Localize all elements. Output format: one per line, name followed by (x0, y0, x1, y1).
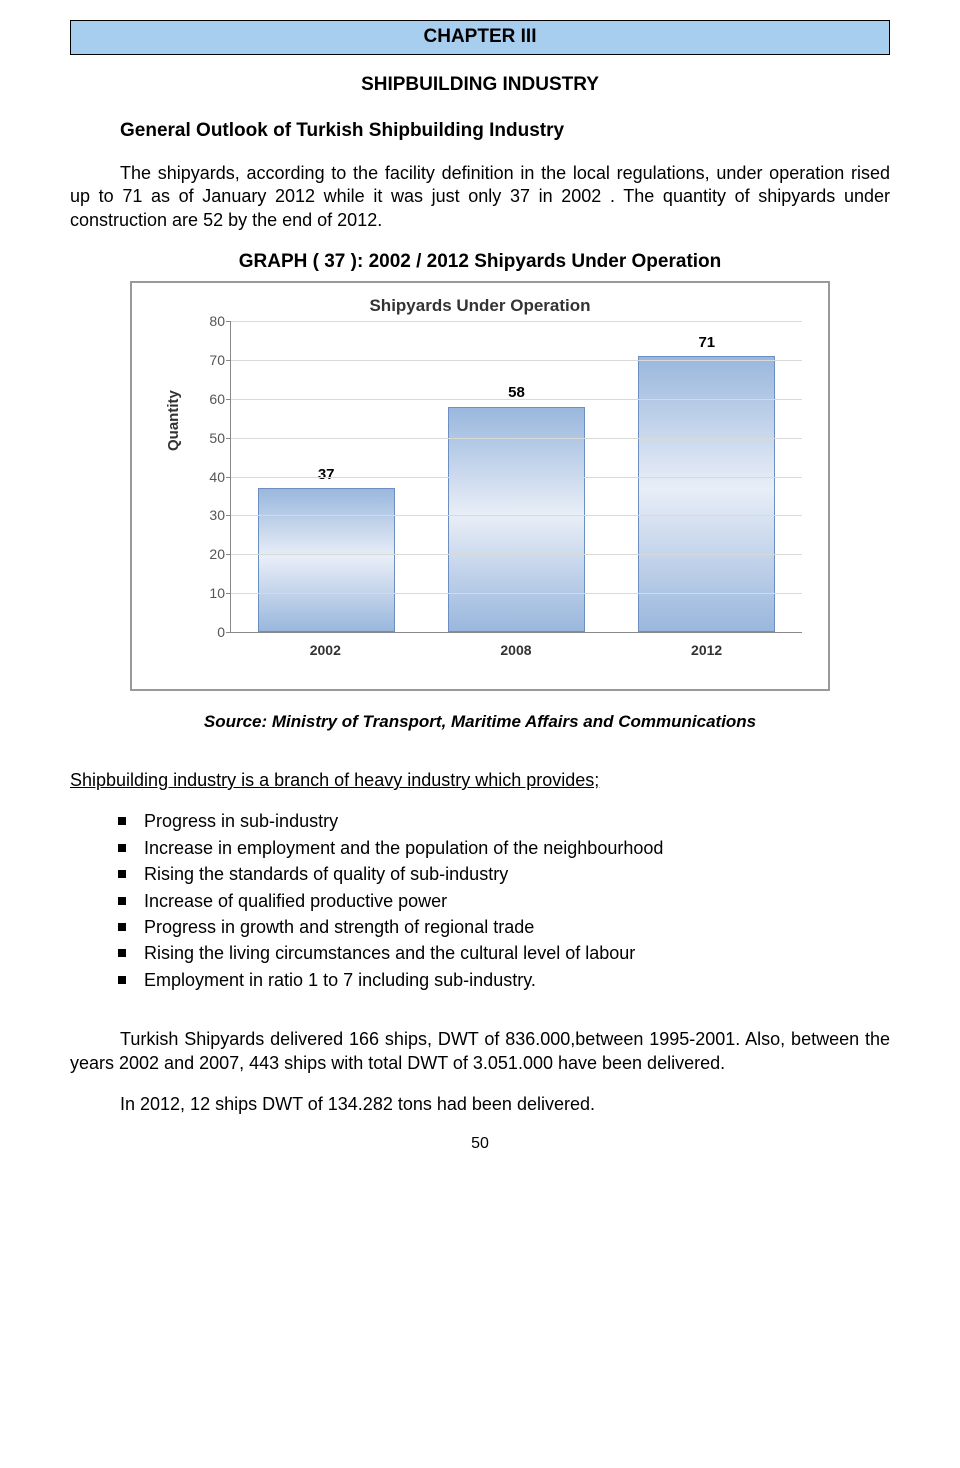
chart-inner-title: Shipyards Under Operation (148, 295, 812, 317)
y-axis-label: Quantity (164, 390, 184, 451)
y-tick-label: 30 (197, 506, 225, 524)
plot-region: 375871 01020304050607080 (230, 321, 802, 633)
gridline (231, 554, 802, 555)
list-item: Progress in growth and strength of regio… (118, 916, 890, 939)
chapter-banner: CHAPTER III (70, 20, 890, 55)
list-heading: Shipbuilding industry is a branch of hea… (70, 769, 890, 792)
paragraph-3: In 2012, 12 ships DWT of 134.282 tons ha… (70, 1093, 890, 1116)
list-item: Employment in ratio 1 to 7 including sub… (118, 969, 890, 992)
graph-title: GRAPH ( 37 ): 2002 / 2012 Shipyards Unde… (70, 250, 890, 275)
gridline (231, 360, 802, 361)
gridline (231, 593, 802, 594)
y-tick-label: 50 (197, 429, 225, 447)
section-heading: General Outlook of Turkish Shipbuilding … (120, 119, 890, 144)
y-tick-label: 20 (197, 545, 225, 563)
list-item: Rising the standards of quality of sub-i… (118, 863, 890, 886)
x-tick-label: 2002 (257, 635, 394, 661)
bar (638, 356, 775, 632)
paragraph-2: Turkish Shipyards delivered 166 ships, D… (70, 1028, 890, 1075)
y-tick-mark (226, 438, 231, 439)
bar (448, 407, 585, 632)
bar-value-label: 37 (318, 465, 335, 485)
y-tick-label: 0 (197, 623, 225, 641)
y-tick-mark (226, 593, 231, 594)
list-item: Rising the living circumstances and the … (118, 942, 890, 965)
chart-source: Source: Ministry of Transport, Maritime … (70, 711, 890, 733)
gridline (231, 321, 802, 322)
y-tick-mark (226, 554, 231, 555)
document-subtitle: SHIPBUILDING INDUSTRY (70, 73, 890, 98)
intro-paragraph: The shipyards, according to the facility… (70, 162, 890, 232)
page-number: 50 (70, 1134, 890, 1155)
x-ticks: 2002 2008 2012 (230, 635, 802, 661)
chart-area: Quantity 375871 01020304050607080 200220… (182, 321, 812, 661)
bar-value-label: 71 (698, 333, 715, 353)
y-tick-mark (226, 321, 231, 322)
y-tick-label: 40 (197, 467, 225, 485)
y-tick-mark (226, 477, 231, 478)
gridline (231, 477, 802, 478)
y-tick-mark (226, 360, 231, 361)
bullet-list: Progress in sub-industry Increase in empl… (118, 810, 890, 992)
bar (258, 488, 395, 632)
y-tick-mark (226, 632, 231, 633)
bar-chart: Shipyards Under Operation Quantity 37587… (130, 281, 830, 691)
gridline (231, 438, 802, 439)
y-tick-label: 60 (197, 390, 225, 408)
x-tick-label: 2012 (638, 635, 775, 661)
gridline (231, 399, 802, 400)
y-tick-mark (226, 399, 231, 400)
y-tick-label: 70 (197, 351, 225, 369)
y-tick-label: 10 (197, 584, 225, 602)
list-item: Increase of qualified productive power (118, 890, 890, 913)
gridline (231, 515, 802, 516)
list-item: Increase in employment and the populatio… (118, 837, 890, 860)
y-tick-label: 80 (197, 312, 225, 330)
y-tick-mark (226, 515, 231, 516)
x-tick-label: 2008 (447, 635, 584, 661)
list-item: Progress in sub-industry (118, 810, 890, 833)
